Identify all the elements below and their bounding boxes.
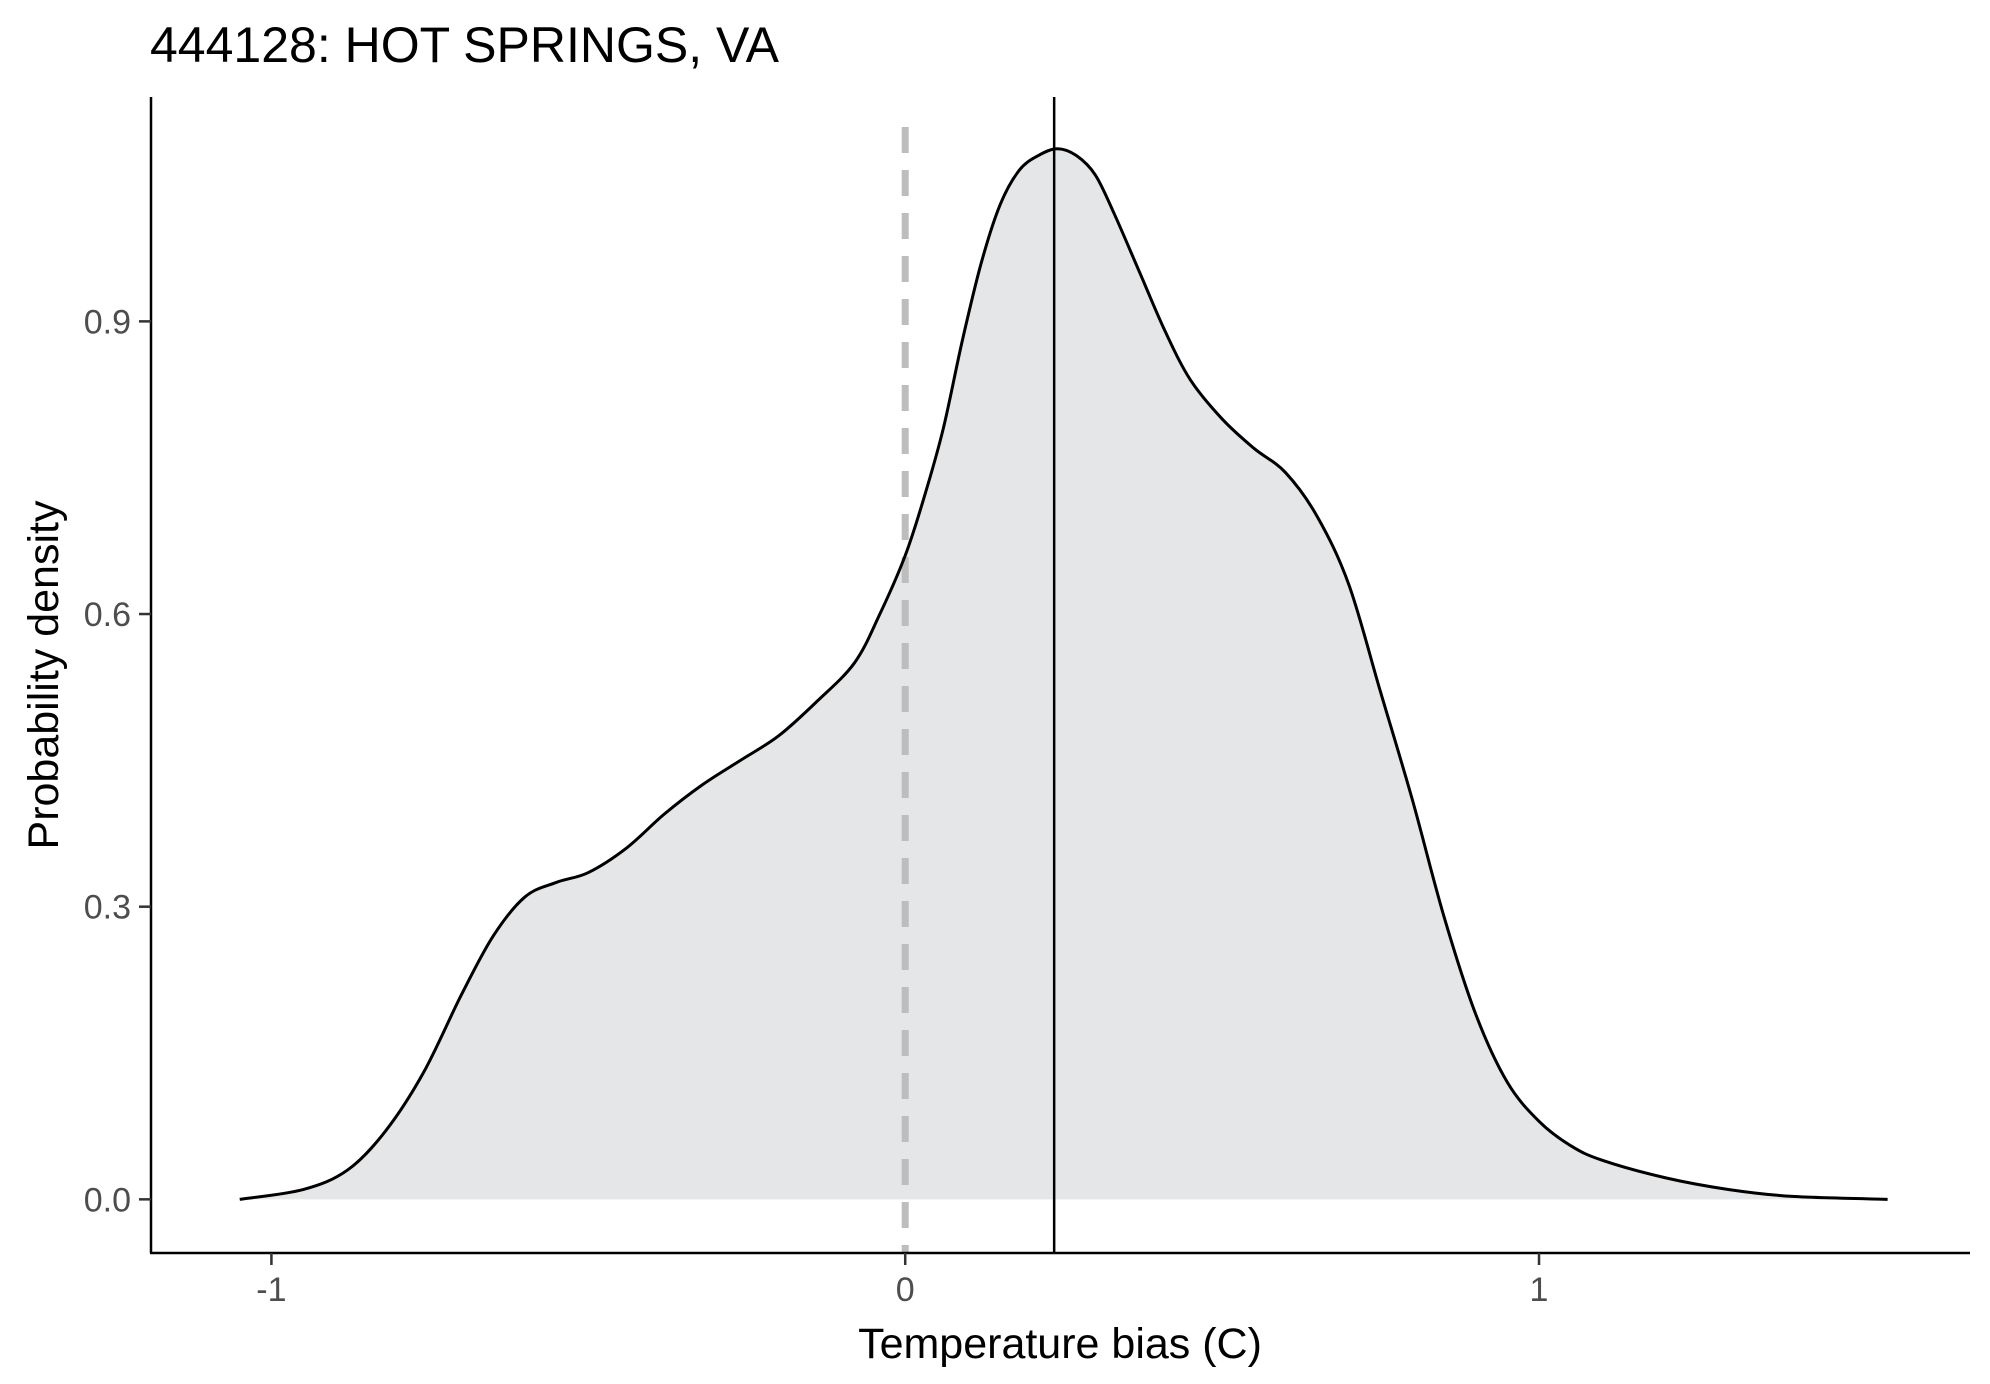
x-tick-label: 1: [1530, 1271, 1549, 1309]
plot-area: [239, 97, 1888, 1253]
y-tick-label: 0.0: [84, 1181, 131, 1219]
x-axis-title: Temperature bias (C): [858, 1320, 1262, 1368]
y-tick-label: 0.3: [84, 889, 131, 927]
chart-title: 444128: HOT SPRINGS, VA: [150, 17, 780, 73]
density-curve: [239, 147, 1888, 1201]
ticks: -1 0 1 0.0 0.3 0.6 0.9: [84, 303, 1549, 1309]
density-fill: [239, 148, 1888, 1200]
x-tick-label: -1: [256, 1271, 286, 1309]
y-tick-label: 0.9: [84, 303, 131, 341]
y-tick-label: 0.6: [84, 596, 131, 634]
y-axis-title: Probability density: [20, 500, 68, 849]
axes: [149, 97, 1970, 1255]
x-tick-label: 0: [896, 1271, 915, 1309]
